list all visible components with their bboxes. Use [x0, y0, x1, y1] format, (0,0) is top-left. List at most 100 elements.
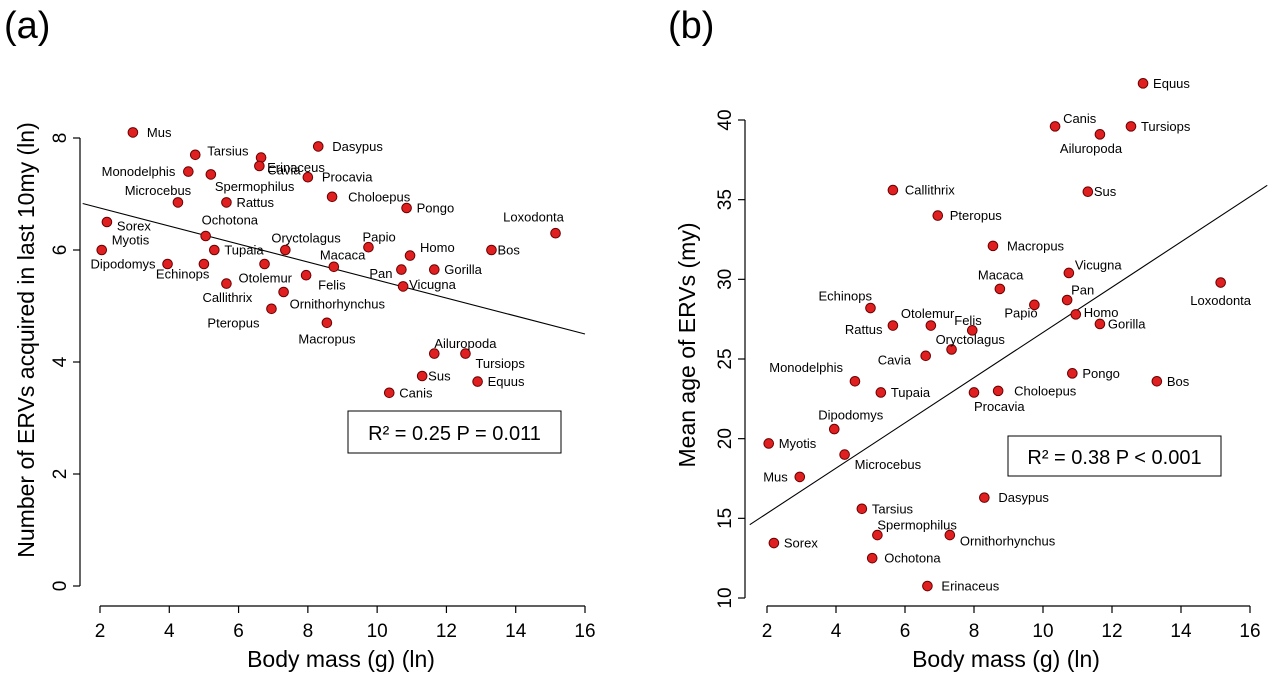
panel-a-point-myotis	[96, 244, 108, 256]
panel-a-point-dipodomys	[162, 258, 173, 270]
panel-b-stat-box: R² = 0.38 P < 0.001	[1007, 435, 1222, 477]
panel-a-point-labels: Mus Tarsius Dasypus Erinaceus Monodelphis Spe…	[91, 125, 565, 400]
panel-a-point-label: Mus	[147, 125, 172, 140]
panel-a-point-gorilla	[429, 264, 440, 275]
panel-a-point-monodelphis	[183, 166, 194, 177]
panel-b-point-label: Tursiops	[1141, 119, 1191, 134]
panel-a-point-ailuropoda	[429, 348, 440, 359]
panel-b-point-label: Equus	[1153, 76, 1190, 91]
panel-b-point-dipodomys	[828, 423, 840, 435]
panel-a-point-otolemur	[259, 258, 270, 270]
panel-b-x-tick-label: 2	[762, 621, 773, 642]
panel-b-point-choloepus	[992, 385, 1004, 397]
panel-b-point-label: Otolemur	[901, 306, 955, 321]
panel-b-point-label: Loxodonta	[1190, 293, 1251, 308]
panel-b-point-label: Spermophilus	[877, 518, 957, 533]
panel-b-point-spermophilus	[872, 529, 883, 541]
panel-a-point-spermophilus	[205, 169, 217, 180]
panel-a-stat-text: R² = 0.25 P = 0.011	[368, 423, 541, 445]
panel-a-point-label: Tupaia	[224, 243, 264, 258]
panel-a-point-label: Pteropus	[207, 315, 260, 330]
panel-b-point-label: Gorilla	[1108, 316, 1146, 331]
panel-a-point-felis	[300, 269, 312, 281]
panel-b-point-label: Ochotona	[884, 551, 941, 566]
panel-a-point-vicugna	[397, 281, 409, 292]
panel-a-points	[96, 127, 561, 399]
panel-a-point-label: Macaca	[320, 247, 366, 262]
panel-b-point-ornithorhynchus	[944, 529, 956, 541]
panel-b-point-label: Callithrix	[905, 183, 955, 198]
panel-a-point-label: Sorex	[117, 219, 151, 234]
panel-b-point-label: Oryctolagus	[936, 332, 1006, 347]
panel-a-point-label: Bos	[497, 243, 520, 258]
panel-b-y-axis-title: Mean age of ERVs (my)	[674, 222, 700, 467]
panel-a-point-label: Spermophilus	[215, 179, 295, 194]
panel-b-trend-line	[749, 184, 1268, 526]
panel-a-point-label: Equus	[488, 374, 525, 389]
panel-b-point-oryctolagus	[946, 344, 957, 355]
panel-a-point-label: Erinaceus	[267, 160, 325, 175]
panel-b-point-tarsius	[856, 503, 868, 515]
panel-b-point-label: Pongo	[1082, 366, 1120, 381]
panel-b-point-label: Monodelphis	[769, 360, 843, 375]
panel-b-stat-frame	[1007, 435, 1222, 477]
panel-b-y-tick-label: 30	[715, 269, 736, 290]
panel-a-point-label: Tarsius	[207, 143, 249, 158]
panel-b-point-tursiops	[1125, 121, 1137, 132]
panel-a-point-label: Myotis	[112, 233, 150, 248]
panel-a-point-label: Oryctolagus	[271, 231, 341, 246]
panel-a-point-ochotona	[200, 230, 211, 242]
panel-b-point-cavia	[920, 350, 932, 362]
panel-a-point-tursiops	[460, 348, 471, 359]
panel-b-point-bos	[1151, 376, 1163, 387]
panel-b-point-microcebus	[839, 449, 850, 460]
panel-b-point-label: Dipodomys	[818, 408, 884, 423]
panel-b-y-tick-label: 25	[715, 348, 736, 369]
panel-b-point-macropus	[987, 240, 999, 252]
panel-b-point-mus	[794, 471, 806, 483]
panel-b-point-homo	[1070, 309, 1082, 320]
panel-a-stat-box: R² = 0.25 P = 0.011	[347, 410, 562, 454]
panel-b-point-pteropus	[932, 210, 944, 221]
panel-b-point-monodelphis	[849, 376, 861, 387]
panel-a-point-equus	[472, 376, 483, 387]
panel-b-point-label: Pteropus	[950, 208, 1003, 223]
panel-a-x-tick-label: 10	[367, 621, 388, 642]
panel-a-x-tick-label: 2	[95, 621, 106, 642]
panel-b-point-label: Choloepus	[1014, 383, 1077, 398]
panel-b-point-label: Cavia	[878, 352, 912, 367]
panel-b: (b) 2 4 6 8 10 12 14 16 10 15 20 25 30 35 40 Equus Cani…	[668, 5, 1268, 672]
panel-a-point-rattus	[221, 197, 232, 208]
panel-a-x-tick-label: 6	[233, 621, 244, 642]
panel-a-point-dasypus	[312, 141, 324, 152]
panel-b-point-label: Procavia	[974, 399, 1025, 414]
panel-a-point-label: Macropus	[298, 331, 356, 346]
panel-a-point-label: Ornithorhynchus	[290, 297, 386, 312]
panel-a-y-tick-label: 0	[50, 581, 71, 592]
panel-a-point-label: Felis	[318, 278, 346, 293]
panel-b-x-tick-label: 14	[1170, 621, 1192, 642]
panel-b-point-label: Sus	[1094, 184, 1117, 199]
panel-b-letter: (b)	[668, 5, 714, 47]
panel-b-point-label: Macaca	[978, 267, 1024, 282]
panel-a-point-bos	[486, 244, 497, 256]
panel-b-point-label: Pan	[1071, 283, 1094, 298]
panel-a-point-pteropus	[266, 303, 277, 315]
panel-b-x-tick-label: 8	[969, 621, 980, 642]
panel-b-y-tick-label: 20	[715, 428, 736, 449]
panel-a-point-label: Otolemur	[239, 271, 293, 286]
panel-b-y-tick-label: 10	[715, 587, 736, 608]
panel-a-point-label: Pongo	[417, 201, 455, 216]
panel-a-point-microcebus	[172, 197, 184, 208]
panel-a-letter: (a)	[4, 5, 50, 47]
panel-b-point-label: Felis	[954, 313, 982, 328]
panel-a-point-macaca	[328, 261, 340, 273]
panel-a-point-label: Ailuropoda	[434, 336, 497, 351]
panel-a-point-pongo	[401, 202, 412, 214]
panel-a-x-tick-label: 4	[164, 621, 175, 642]
panel-b-point-label: Tupaia	[891, 385, 931, 400]
panel-b-point-label: Macropus	[1007, 238, 1065, 253]
panel-b-point-label: Echinops	[819, 289, 873, 304]
panel-a-x-tick-label: 12	[436, 621, 457, 642]
panel-b-point-sus	[1082, 186, 1094, 197]
